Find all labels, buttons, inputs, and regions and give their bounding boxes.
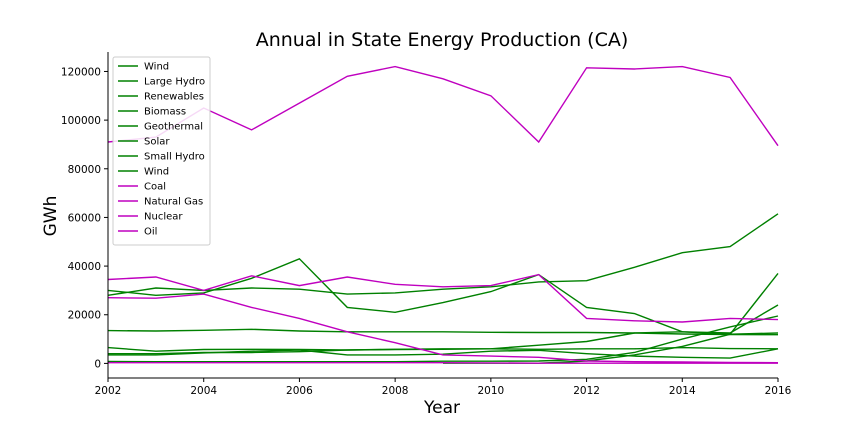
legend-box	[112, 56, 211, 246]
series-line-8	[107, 293, 779, 364]
legend-entry-label: Wind	[144, 62, 169, 73]
series-line-2	[107, 213, 779, 296]
series-line-1	[107, 257, 779, 334]
legend: Wind Large Hydro Renewables Biomass Geotherm…	[112, 56, 211, 246]
series-line-9	[107, 65, 779, 147]
x-tick-label: 2016	[765, 385, 792, 397]
y-axis: 0 20000 40000 60000 80000 100000 120000	[61, 66, 108, 370]
x-tick-label: 2014	[669, 385, 696, 397]
x-tick-label: 2008	[382, 385, 409, 397]
series-line-0	[108, 331, 779, 355]
y-tick-label: 20000	[68, 310, 101, 322]
series-line-11	[108, 362, 778, 364]
legend-entry-label: Large Hydro	[144, 77, 205, 88]
legend-entry-label: Coal	[144, 182, 166, 193]
x-tick-label: 2002	[95, 385, 122, 397]
y-tick-label: 0	[94, 358, 101, 370]
series-line-4	[107, 328, 779, 336]
series-line-10	[107, 273, 779, 323]
legend-entry-label: Renewables	[144, 92, 204, 103]
legend-entry-label: Geothermal	[144, 122, 203, 133]
x-axis-label: Year	[423, 398, 460, 418]
y-tick-label: 60000	[68, 212, 101, 224]
legend-entry-label: Solar	[144, 137, 170, 148]
legend-entry-label: Oil	[144, 227, 157, 238]
y-tick-label: 80000	[68, 164, 101, 176]
y-tick-label: 100000	[61, 115, 101, 127]
x-axis: 2002 2004 2006 2008 2010 2012 2014 2016	[95, 378, 792, 397]
y-tick-label: 40000	[68, 261, 101, 273]
series-line-6	[108, 348, 779, 359]
x-tick-label: 2010	[477, 385, 504, 397]
legend-entry-label: Biomass	[144, 107, 186, 118]
legend-entry-label: Small Hydro	[144, 152, 205, 163]
series-line-3	[107, 346, 779, 352]
x-tick-label: 2004	[190, 385, 217, 397]
x-tick-label: 2012	[573, 385, 600, 397]
plot-area	[107, 52, 779, 379]
series-line-5	[107, 315, 779, 363]
legend-entry-label: Wind	[144, 167, 169, 178]
legend-entry-label: Natural Gas	[144, 197, 203, 208]
y-tick-label: 120000	[61, 66, 101, 78]
chart-title: Annual in State Energy Production (CA)	[256, 29, 629, 51]
x-tick-label: 2006	[286, 385, 313, 397]
y-axis-label: GWh	[41, 196, 61, 237]
legend-entry-label: Nuclear	[144, 212, 183, 223]
